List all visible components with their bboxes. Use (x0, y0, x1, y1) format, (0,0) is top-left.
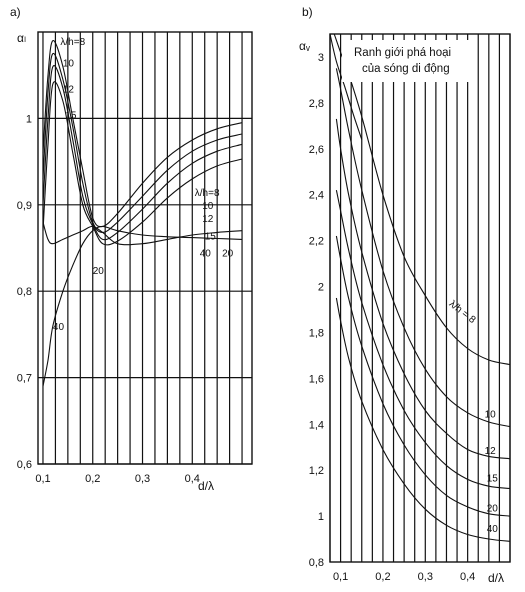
panel-a-series-label-left: 40 (53, 322, 65, 333)
panel-a-curves (42, 40, 243, 387)
annotation-box (342, 40, 474, 82)
panel-b-y-tick-label: 1,4 (309, 419, 324, 431)
panel-b-series-label: 10 (485, 409, 497, 420)
panel-b-series-label: 12 (485, 446, 497, 457)
panel-b-x-tick-label: 0,3 (418, 571, 433, 583)
panel-b-ticks: 0,1 0,2 0,3 0,4 0,8 1 1,2 1,4 1,6 1,8 2 2,2 2,4 2,6 2,… (309, 52, 476, 583)
panel-a-series-15 (42, 81, 243, 246)
panel-a-y-tick-label: 0,8 (17, 286, 32, 298)
panel-b-series-labels: 10 12 15 20 40 λ/h = 8 (447, 299, 499, 536)
panel-b-y-tick-label: 2,4 (309, 190, 324, 202)
panel-a-ticks: 0,1 0,2 0,3 0,4 0,6 0,7 0,8 0,9 1 (17, 113, 200, 485)
panel-a-series-labels: 10 10 12 12 15 15 20 20 40 40 λ/h=8 λ/h=8 (53, 37, 234, 333)
panel-b-series-12 (335, 118, 510, 460)
panel-a-label: a) (10, 5, 21, 19)
panel-b-series-label: 15 (487, 474, 499, 485)
panel-a-y-tick-label: 0,6 (17, 459, 32, 471)
panel-a-series-label-left: 12 (63, 84, 75, 95)
panel-a-x-tick-label: 0,4 (185, 473, 200, 485)
panel-b-curves (330, 34, 510, 542)
panel-b-x-tick-label: 0,1 (333, 571, 348, 583)
panel-a-series-8 (42, 40, 243, 228)
panel-a-frame (37, 31, 253, 465)
panel-a-x-tick-label: 0,3 (135, 473, 150, 485)
panel-a-series-label-left: 20 (93, 266, 105, 277)
panel-b-y-tick-label: 2,2 (309, 236, 324, 248)
panel-a-xlabel: d/λ (198, 479, 214, 493)
panel-a-y-tick-label: 0,7 (17, 373, 32, 385)
panel-a-series-label-right: 20 (222, 249, 234, 260)
annotation-line: của sóng di động (362, 63, 450, 75)
panel-a-series-20 (42, 221, 243, 246)
panel-a-ylabel: αₗ (17, 31, 26, 45)
panel-a-series-label-left: 15 (65, 110, 77, 121)
panel-b-series-envelope (330, 34, 363, 140)
panel-a-family-label-left: λ/h=8 (60, 37, 85, 48)
panel-a-y-tick-label: 0,9 (17, 200, 32, 212)
panel-b-y-tick-label: 2,6 (309, 144, 324, 156)
panel-b: b) αᵥ d/λ 0,1 0,2 0,3 0,4 0,8 1 1,2 1,4 1,6 1,8 2 2… (299, 5, 511, 585)
panel-a-series-label-right: 40 (200, 249, 212, 260)
panel-a-y-tick-label: 1 (26, 113, 32, 125)
panel-b-y-tick-label: 1 (318, 511, 324, 523)
panel-b-y-tick-label: 1,6 (309, 373, 324, 385)
panel-b-x-tick-label: 0,4 (460, 571, 475, 583)
panel-a-series-label-right: 15 (205, 231, 217, 242)
panel-b-frame (329, 33, 511, 563)
panel-a-series-10 (42, 53, 243, 233)
panel-a: a) αₗ d/λ 0,1 0,2 0,3 0,40,60,70,80,91 1010… (10, 5, 253, 493)
panel-a-grid (37, 31, 253, 465)
panel-b-series-8 (333, 34, 510, 366)
panel-b-y-tick-label: 1,8 (309, 327, 324, 339)
panel-a-series-label-right: 10 (202, 201, 214, 212)
panel-a-x-tick-label: 0,2 (85, 473, 100, 485)
panel-b-y-tick-label: 0,8 (309, 557, 324, 569)
panel-a-series-label-right: 12 (202, 214, 214, 225)
panel-b-series-20 (335, 235, 510, 517)
panel-b-x-tick-label: 0,2 (375, 571, 390, 583)
panel-b-label: b) (302, 5, 313, 19)
panel-b-series-label: 40 (487, 524, 499, 535)
panel-b-ylabel: αᵥ (299, 39, 310, 53)
panel-a-series-40 (42, 225, 243, 387)
panel-b-y-tick-label: 1,2 (309, 465, 324, 477)
panel-b-series-label: 20 (487, 503, 499, 514)
panel-b-family-label: λ/h = 8 (447, 299, 478, 327)
panel-b-y-tick-label: 3 (318, 52, 324, 64)
panel-b-y-tick-label: 2,8 (309, 98, 324, 110)
panel-a-series-12 (42, 65, 243, 241)
panel-a-family-label-right: λ/h=8 (195, 188, 220, 199)
panel-b-series-15 (335, 189, 510, 490)
annotation-text: Ranh giới phá hoại của sóng di động (354, 47, 451, 75)
panel-b-series-40 (335, 297, 510, 542)
panel-b-grid (329, 33, 511, 563)
annotation-line: Ranh giới phá hoại (354, 47, 451, 59)
panel-b-series-10 (335, 68, 510, 428)
panel-b-y-tick-label: 2 (318, 282, 324, 294)
panel-a-x-tick-label: 0,1 (35, 473, 50, 485)
panel-b-xlabel: d/λ (488, 571, 504, 585)
panel-a-series-label-left: 10 (63, 59, 75, 70)
